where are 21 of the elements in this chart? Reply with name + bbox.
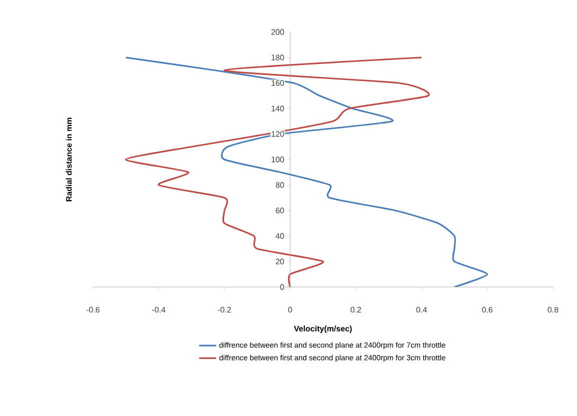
x-tick-label: 0.4	[416, 306, 427, 313]
y-tick-label: 100	[272, 156, 284, 162]
y-tick-label: 120	[272, 131, 284, 137]
y-tick-label: 80	[276, 182, 284, 188]
y-tick-label: 180	[272, 54, 284, 60]
x-tick-label: -0.4	[152, 306, 166, 313]
x-tick-label: 0	[288, 306, 292, 313]
y-tick-label: 160	[272, 80, 284, 86]
x-tick-label: -0.6	[86, 306, 100, 313]
y-tick-label: 40	[276, 233, 284, 239]
x-tick-label: 0.8	[548, 306, 558, 313]
y-tick-label: 60	[276, 208, 284, 214]
x-tick-label: 0.2	[350, 306, 362, 313]
y-tick-label: 20	[276, 258, 284, 264]
x-axis-title: Velocity(m/sec)	[294, 326, 352, 334]
y-axis-title: Radial distance in mm	[66, 118, 72, 202]
y-tick-label: 140	[272, 106, 284, 112]
x-tick-label: 0.6	[482, 306, 492, 313]
x-tick-label: -0.2	[218, 306, 231, 313]
y-tick-label: 0	[280, 284, 284, 290]
y-tick-label: 200	[271, 29, 284, 35]
